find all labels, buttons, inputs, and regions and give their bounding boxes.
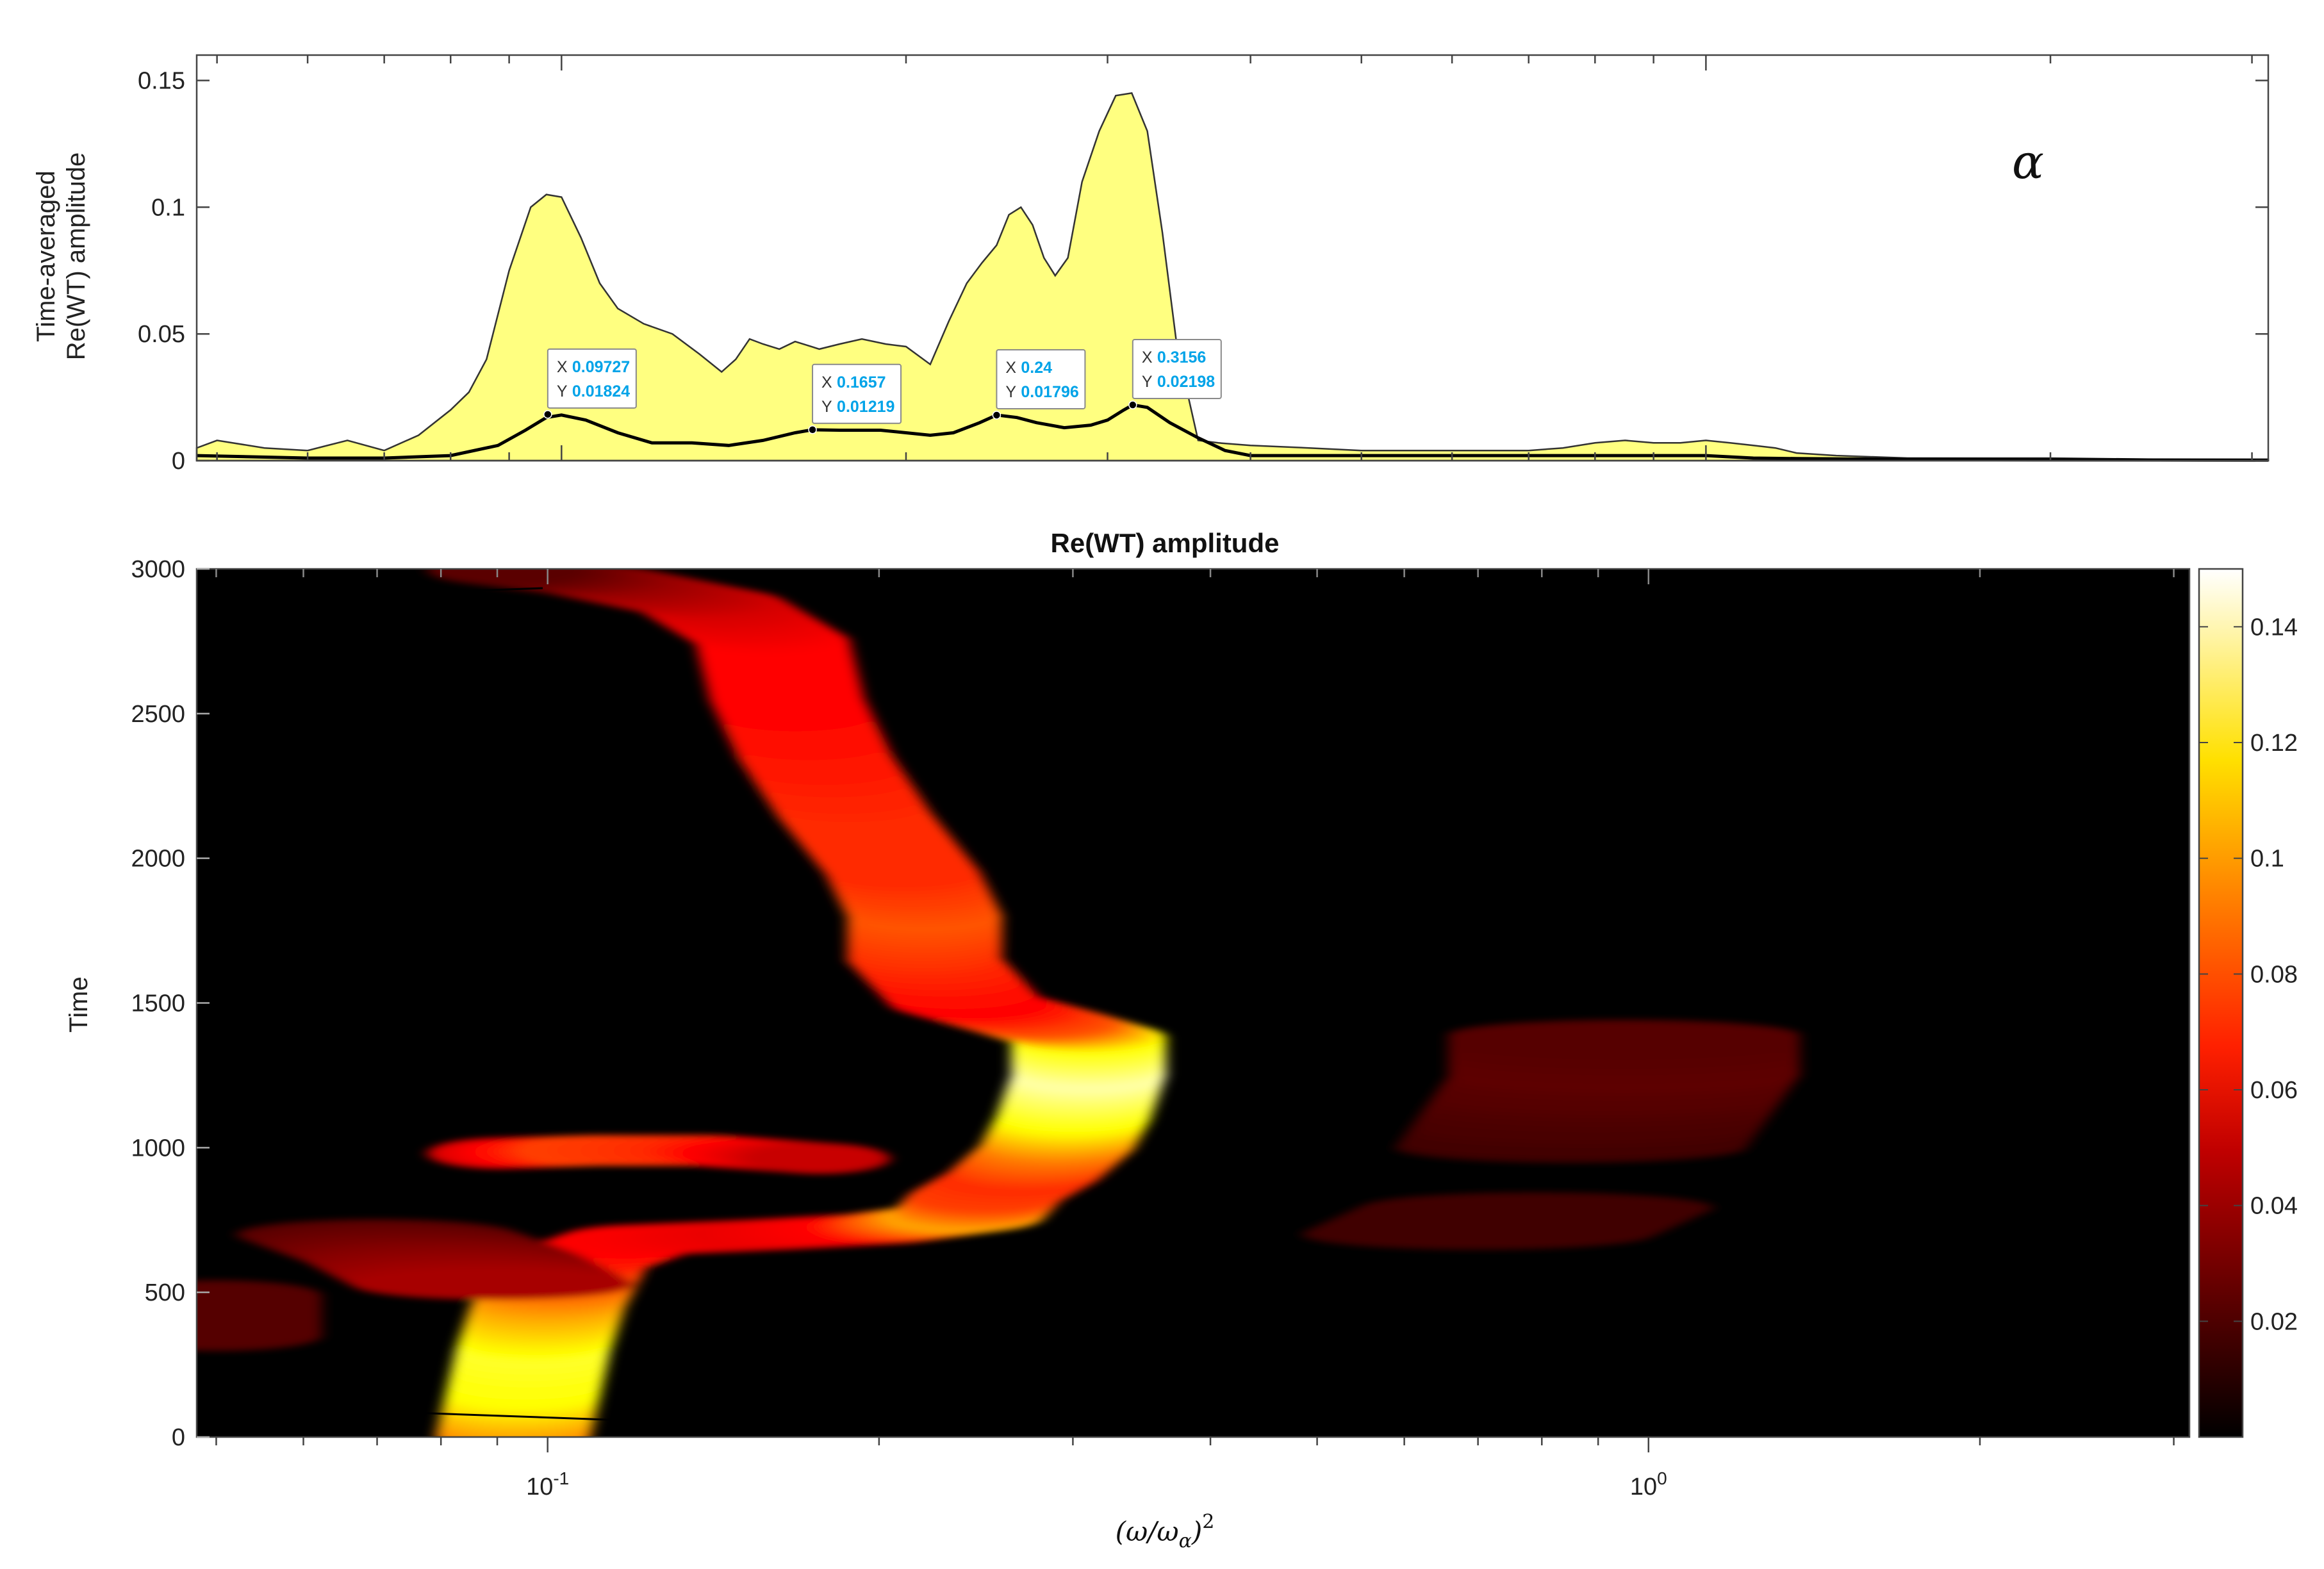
top-y-tick-label: 0.15: [138, 68, 185, 95]
datatip-x-value: 0.24: [1021, 359, 1052, 377]
heatmap-y-ticks: 0 500 1000 1500 2000 2500 3000: [131, 556, 210, 1451]
datatip-x-key: X: [557, 358, 568, 376]
heatmap-title: Re(WT) amplitude: [1051, 528, 1280, 558]
colorbar-tick-label: 0.14: [2250, 614, 2298, 641]
heatmap-x-tick-label: 100: [1630, 1468, 1667, 1500]
datatip-y-value: 0.01824: [572, 382, 630, 400]
heatmap-cell: [1447, 1019, 1801, 1051]
datatip-box: [812, 363, 902, 424]
heatmap-cell: [197, 1280, 322, 1311]
datatip-marker: [1128, 400, 1137, 409]
heatmap-y-tick-label: 500: [145, 1279, 185, 1306]
heatmap-ylabel: Time: [65, 976, 93, 1032]
datatip-x-key: X: [1142, 349, 1153, 366]
datatip-box: [996, 349, 1086, 409]
top-ylabel-line-2: Re(WT) amplitude: [62, 152, 90, 361]
alpha-annotation: α: [2012, 135, 2044, 190]
time-averaged-black-line: [196, 403, 2269, 462]
datatip-y-key: Y: [821, 398, 832, 416]
datatip-markers: [543, 400, 1137, 434]
colorbar-tick-label: 0.08: [2250, 961, 2298, 988]
datatip-x-value: 0.1657: [837, 374, 886, 391]
heatmap-y-tick-label: 2000: [131, 846, 185, 873]
datatip-x-key: X: [1005, 359, 1016, 377]
heatmap-y-tick-label: 3000: [131, 556, 185, 583]
top-y-tick-label: 0.05: [138, 321, 185, 348]
cone-boundary-bottom: [197, 1404, 1094, 1437]
heatmap-xlabel: (ω/ωα)2: [1116, 1511, 1215, 1552]
cone-boundary-top: [440, 587, 543, 593]
colorbar-tick-label: 0.02: [2250, 1308, 2298, 1335]
datatip-x-key: X: [821, 374, 832, 391]
colorbar: [2198, 568, 2244, 1438]
datatip-y-key: Y: [1142, 373, 1153, 391]
datatip-y-value: 0.02198: [1157, 373, 1215, 391]
top-plot-frame: [195, 54, 2270, 462]
top-ylabel-line-1: Time-averaged: [32, 170, 60, 342]
heatmap-x-ticks: 10-1 100: [215, 569, 2175, 1500]
top-x-ticks: [216, 55, 2253, 461]
colorbar-tick-label: 0.06: [2250, 1077, 2298, 1104]
heatmap-cell: [352, 1269, 634, 1300]
datatip-y-key: Y: [1005, 383, 1016, 401]
heatmap-intensity: [197, 569, 1801, 1437]
datatip-box: [547, 348, 637, 409]
top-y-tick-label: 0: [172, 448, 185, 475]
colorbar-tick-label: 0.12: [2250, 730, 2298, 757]
heatmap-y-tick-label: 2500: [131, 701, 185, 728]
colorbar-ticks: 0.02 0.04 0.06 0.08 0.1 0.12 0.14: [2199, 614, 2298, 1335]
heatmap-cell: [426, 569, 582, 586]
datatip: X 0.24 Y 0.01796: [996, 349, 1086, 409]
colorbar-tick-label: 0.1: [2250, 846, 2284, 873]
heatmap-cell: [1361, 1192, 1714, 1223]
datatip-marker: [992, 411, 1001, 420]
time-averaged-amplitude-area: [195, 92, 2270, 462]
datatip-x-value: 0.09727: [572, 358, 630, 376]
heatmap-y-tick-label: 0: [172, 1424, 185, 1451]
datatip-y-value: 0.01219: [837, 398, 894, 416]
datatip: X 0.1657 Y 0.01219: [812, 363, 902, 424]
heatmap-plot: [197, 569, 1801, 1437]
heatmap-x-tick-label: 10-1: [526, 1468, 569, 1500]
datatip-y-value: 0.01796: [1021, 383, 1078, 401]
heatmap-y-tick-label: 1500: [131, 990, 185, 1017]
colorbar-tick-label: 0.04: [2250, 1193, 2298, 1220]
datatip-box: [1132, 339, 1222, 400]
heatmap-cell: [749, 1143, 891, 1174]
datatip-marker: [808, 425, 817, 434]
heatmap-y-tick-label: 1000: [131, 1135, 185, 1162]
wavelet-heatmap-panel: Re(WT) amplitude 10-1 100 0 500 1000 1500 200…: [65, 528, 2298, 1552]
datatip-y-key: Y: [557, 382, 568, 400]
datatip-x-value: 0.3156: [1157, 349, 1206, 366]
top-y-ticks: 0 0.05 0.1 0.15: [138, 68, 2268, 475]
datatip-marker: [543, 410, 552, 419]
top-y-tick-label: 0.1: [151, 194, 185, 221]
